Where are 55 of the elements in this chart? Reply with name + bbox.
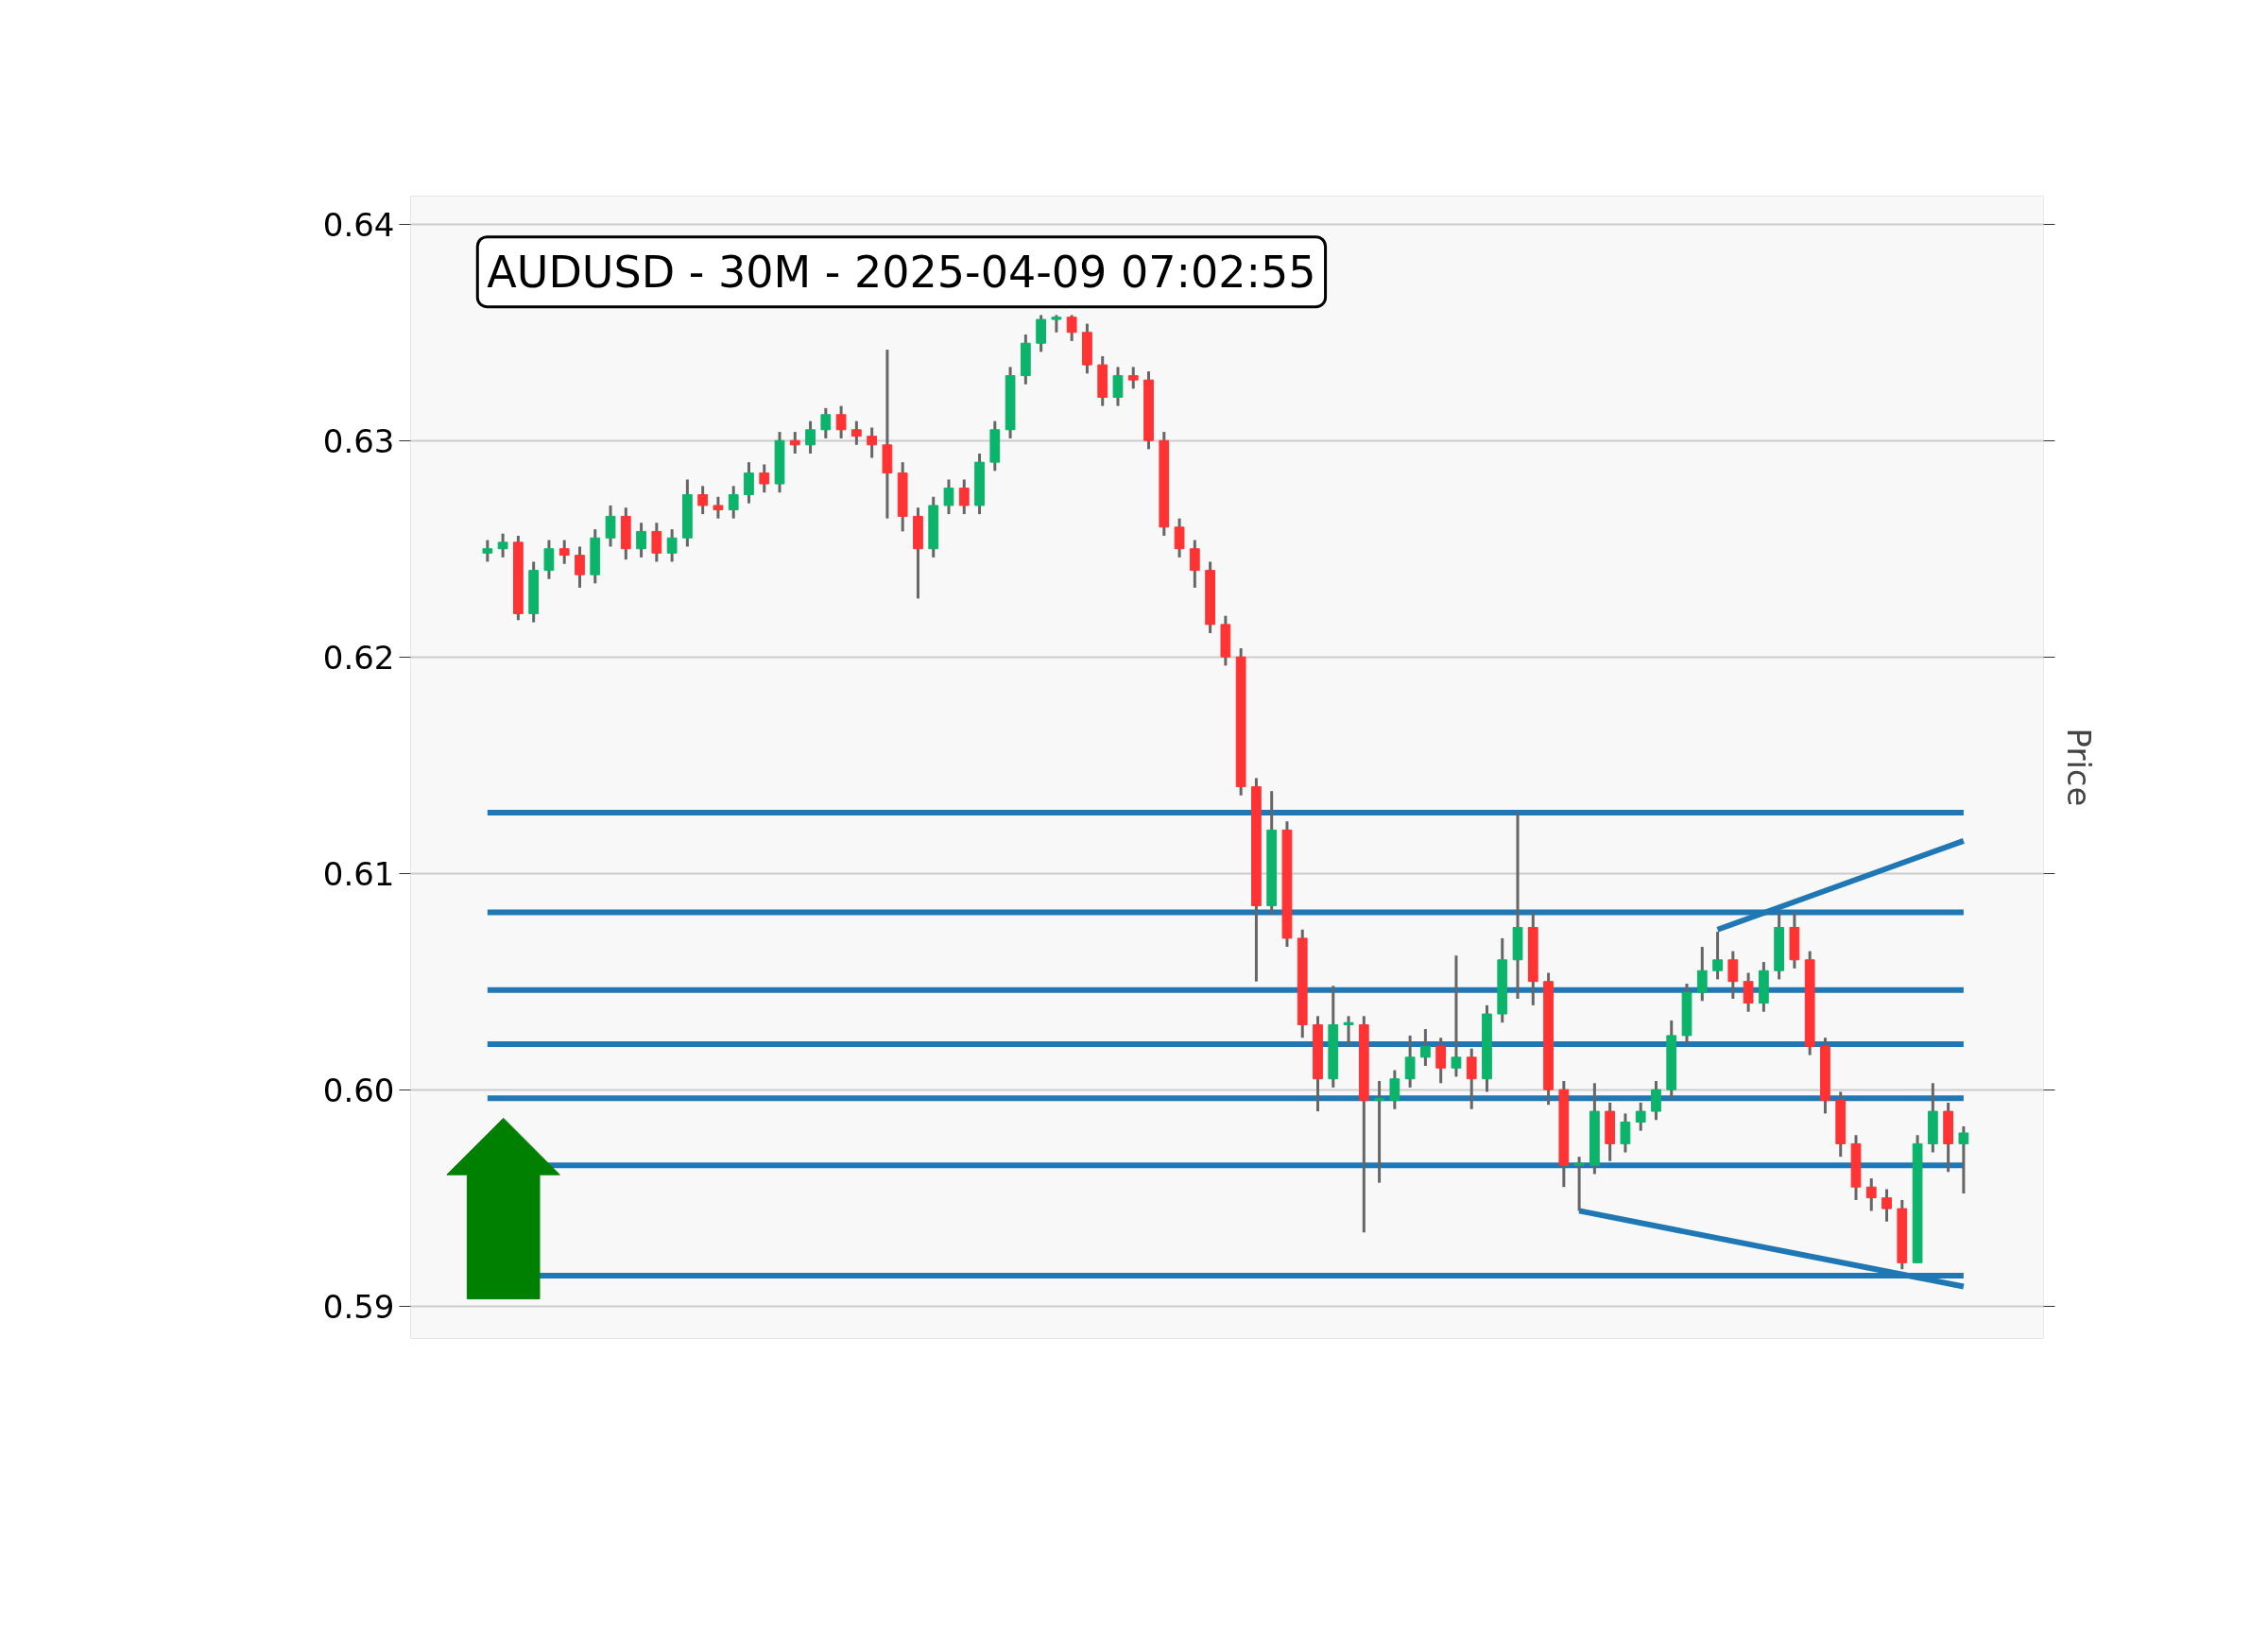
candlestick	[958, 479, 970, 516]
candlestick	[1389, 1070, 1400, 1109]
candlestick	[1066, 315, 1077, 341]
candlestick	[697, 486, 709, 516]
candlestick	[1189, 540, 1200, 588]
y-tick-label: 0.61	[322, 854, 395, 893]
candlestick	[1051, 315, 1062, 333]
candlestick	[1620, 1113, 1631, 1153]
text: AUDUSD - 30M - 2025-04-09 07:02:55	[487, 246, 1316, 298]
candlestick	[497, 533, 508, 558]
candlestick	[1404, 1034, 1416, 1088]
candlestick	[1958, 1126, 1969, 1194]
candlestick	[482, 540, 493, 562]
candlestick	[543, 540, 555, 579]
y-axis-title: Price	[2059, 728, 2098, 807]
candlestick	[835, 405, 847, 438]
candlestick	[1374, 1081, 1384, 1183]
candlestick	[943, 479, 954, 516]
candlestick	[558, 540, 570, 564]
candlestick	[805, 420, 816, 454]
candlestick	[820, 406, 832, 438]
candlestick	[1573, 1157, 1585, 1211]
candlestick	[1635, 1101, 1646, 1131]
candlestick	[1727, 951, 1739, 1000]
y-tick-label: 0.62	[322, 638, 395, 677]
candlestick	[789, 432, 800, 454]
candlestick	[1696, 947, 1708, 1002]
candlestick	[1651, 1081, 1661, 1122]
candlestick	[850, 420, 862, 445]
candlestick	[1343, 1016, 1354, 1047]
candlestick	[1743, 972, 1754, 1012]
candlestick	[1865, 1178, 1877, 1211]
candlestick	[1174, 518, 1185, 558]
candlestick	[636, 523, 646, 558]
candlestick	[1112, 367, 1124, 406]
y-tick-label: 0.64	[322, 205, 395, 244]
candlestick	[867, 427, 878, 458]
candlestick	[666, 529, 678, 562]
candlestick	[1712, 932, 1723, 980]
candlestick	[1420, 1029, 1431, 1066]
candlestick	[651, 523, 662, 562]
candlestick	[759, 464, 770, 494]
y-tick-label: 0.60	[322, 1071, 395, 1109]
candlestick	[1451, 955, 1462, 1077]
y-tick-label: 0.59	[322, 1287, 395, 1326]
candlestick	[575, 546, 585, 588]
y-tick-label: 0.63	[322, 421, 395, 460]
candlestick	[1127, 367, 1139, 389]
candlestick	[728, 486, 739, 519]
candlestick	[713, 495, 724, 519]
candlestick	[1466, 1048, 1477, 1109]
candlestick	[1435, 1038, 1447, 1084]
candlestick	[1881, 1189, 1892, 1222]
candlestick	[605, 504, 616, 547]
candlestick	[744, 462, 754, 504]
